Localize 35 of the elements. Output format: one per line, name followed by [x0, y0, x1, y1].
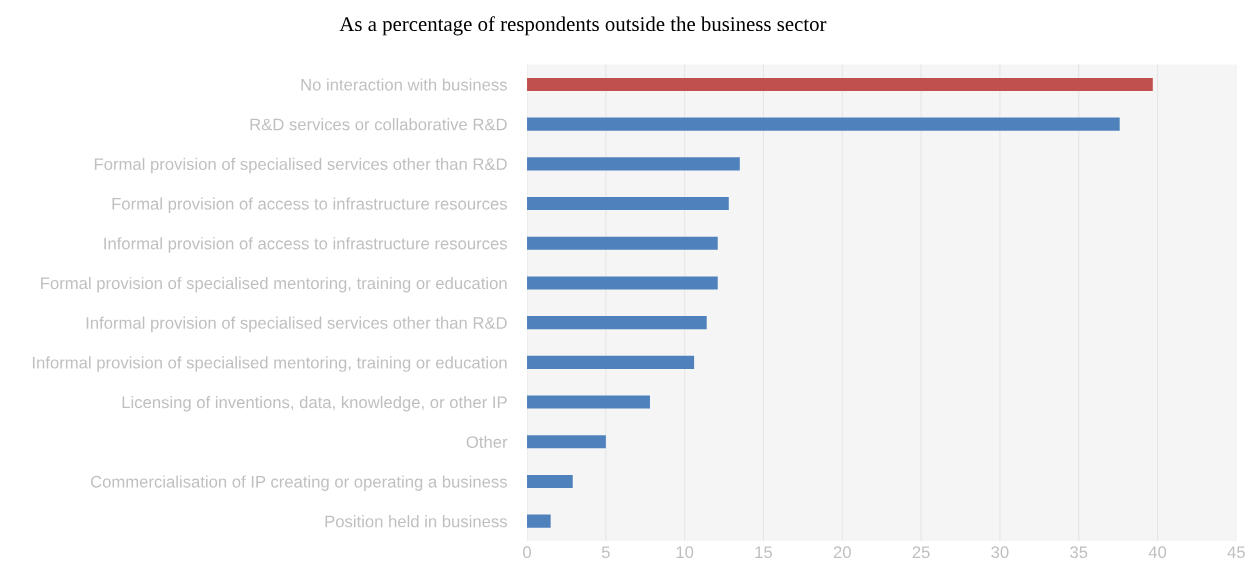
y-tick-label: Commercialisation of IP creating or operating a business: [90, 475, 507, 491]
y-tick-label: Formal provision of access to infrastructure resources: [112, 197, 507, 214]
y-tick-label: Licensing of inventions, data, knowledge, or other IP: [122, 396, 507, 412]
bar: [527, 236, 718, 250]
bar: [527, 196, 729, 211]
y-tick-label: No interaction with business: [301, 78, 507, 91]
bar: [527, 316, 707, 330]
x-tick-label: 25: [912, 546, 930, 559]
bar: [527, 435, 606, 449]
bar: [527, 77, 1153, 91]
x-tick-label: 10: [676, 546, 694, 559]
x-tick-label: 35: [1070, 546, 1088, 559]
y-tick-label: Informal provision of specialised mentoring, training or education: [32, 356, 507, 372]
x-tick-label: 40: [1148, 546, 1167, 559]
y-tick-label: Formal provision of specialised services other than R&D: [94, 157, 507, 174]
y-tick-label: Informal provision of access to infrastructure resources: [104, 237, 507, 253]
y-tick-label: Other: [466, 435, 508, 448]
x-tick-label: 15: [755, 546, 773, 559]
x-tick-label: 45: [1227, 546, 1245, 559]
chart-title: As a percentage of respondents outside the business sector: [339, 16, 827, 36]
x-tick-label: 30: [991, 546, 1009, 559]
y-tick-label: Formal provision of specialised mentoring, training or education: [41, 276, 507, 293]
bar: [527, 276, 718, 290]
bar: [527, 395, 650, 409]
x-tick-label: 20: [833, 546, 851, 559]
bar: [527, 117, 1120, 131]
bar: [527, 157, 740, 171]
bar: [527, 355, 695, 369]
y-tick-label: Position held in business: [325, 515, 507, 528]
bar: [527, 474, 573, 488]
x-tick-label: 0: [523, 546, 531, 559]
y-tick-label: Informal provision of specialised services other than R&D: [86, 316, 507, 333]
bar: [527, 514, 551, 528]
x-tick-label: 5: [601, 546, 610, 559]
y-tick-label: R&D services or collaborative R&D: [250, 118, 507, 131]
